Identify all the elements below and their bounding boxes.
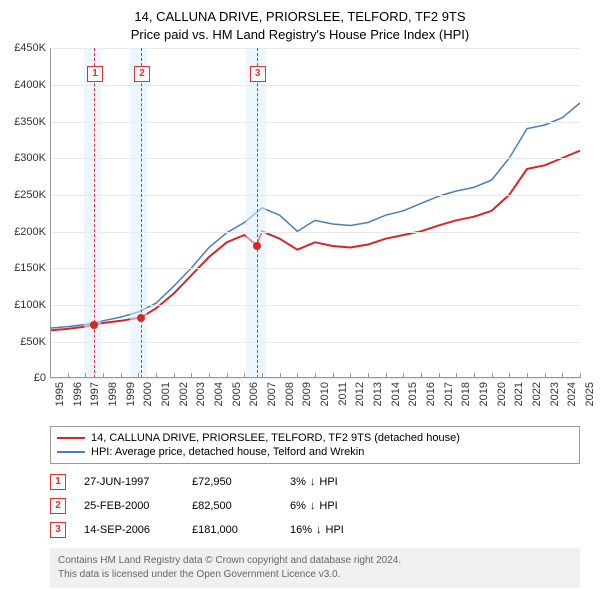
title-block: 14, CALLUNA DRIVE, PRIORSLEE, TELFORD, T…	[0, 0, 600, 48]
x-tick-label: 2011	[337, 382, 349, 406]
sale-dot	[253, 242, 261, 250]
legend-swatch	[57, 451, 85, 453]
page: 14, CALLUNA DRIVE, PRIORSLEE, TELFORD, T…	[0, 0, 600, 590]
highlight-band	[130, 48, 148, 378]
legend-item: HPI: Average price, detached house, Telf…	[57, 445, 573, 459]
x-tick-label: 1999	[125, 382, 137, 406]
event-hpi: 6% ↓ HPI	[290, 500, 338, 512]
y-tick-label: £300K	[14, 152, 50, 164]
y-tick-label: £350K	[14, 116, 50, 128]
event-marker-badge: 2	[134, 66, 150, 82]
sale-dot	[90, 321, 98, 329]
x-tick-label: 2009	[301, 382, 313, 406]
x-tick-label: 1995	[54, 382, 66, 406]
x-tick-label: 2010	[319, 382, 331, 406]
x-tick-label: 2024	[566, 382, 578, 406]
x-tick-label: 2013	[372, 382, 384, 406]
event-row: 3 14-SEP-2006 £181,000 16% ↓ HPI	[50, 518, 580, 542]
title-address: 14, CALLUNA DRIVE, PRIORSLEE, TELFORD, T…	[0, 8, 600, 26]
y-tick-label: £50K	[20, 336, 50, 348]
sale-dot	[137, 314, 145, 322]
event-price: £82,500	[192, 500, 272, 512]
event-hpi-label: HPI	[319, 476, 337, 488]
x-tick-label: 2017	[443, 382, 455, 406]
x-tick-label: 1998	[107, 382, 119, 406]
x-tick-label: 2020	[496, 382, 508, 406]
event-hpi: 16% ↓ HPI	[290, 524, 344, 536]
event-row: 1 27-JUN-1997 £72,950 3% ↓ HPI	[50, 470, 580, 494]
x-axis-labels: 1995 1996 1997 1998 1999 2000 2001 2002 2003 2004…	[50, 378, 580, 420]
x-tick-label: 2015	[407, 382, 419, 406]
event-badge: 3	[50, 522, 66, 538]
event-hpi-label: HPI	[319, 500, 337, 512]
x-tick-label: 2021	[513, 382, 525, 406]
event-price: £181,000	[192, 524, 272, 536]
x-tick-label: 2004	[213, 382, 225, 406]
legend-label: 14, CALLUNA DRIVE, PRIORSLEE, TELFORD, T…	[91, 432, 460, 444]
x-tick-label: 2006	[248, 382, 260, 406]
title-subtitle: Price paid vs. HM Land Registry's House …	[0, 26, 600, 44]
x-tick-label: 2008	[284, 382, 296, 406]
event-marker-badge: 3	[250, 66, 266, 82]
event-marker-badge: 1	[87, 66, 103, 82]
event-badge: 1	[50, 474, 66, 490]
legend: 14, CALLUNA DRIVE, PRIORSLEE, TELFORD, T…	[50, 426, 580, 464]
y-tick-label: £200K	[14, 226, 50, 238]
x-tick-label: 2025	[584, 382, 596, 406]
x-tick-label: 2001	[160, 382, 172, 406]
x-tick	[580, 373, 581, 378]
chart: £0£50K£100K£150K£200K£250K£300K£350K£400…	[50, 48, 580, 378]
y-tick-label: £250K	[14, 189, 50, 201]
event-badge: 2	[50, 498, 66, 514]
x-tick-label: 1997	[89, 382, 101, 406]
x-tick-label: 2018	[460, 382, 472, 406]
legend-label: HPI: Average price, detached house, Telf…	[91, 446, 364, 458]
footer-line: Contains HM Land Registry data © Crown c…	[58, 554, 572, 568]
y-tick-label: £450K	[14, 42, 50, 54]
event-marker-line	[94, 48, 95, 378]
footer: Contains HM Land Registry data © Crown c…	[50, 548, 580, 588]
event-marker-line	[141, 48, 142, 378]
arrow-down-icon: ↓	[310, 476, 316, 488]
x-tick-label: 2016	[425, 382, 437, 406]
x-tick-label: 2014	[390, 382, 402, 406]
arrow-down-icon: ↓	[316, 524, 322, 536]
x-tick-label: 2022	[531, 382, 543, 406]
x-tick-label: 2012	[354, 382, 366, 406]
event-date: 14-SEP-2006	[84, 524, 174, 536]
events-table: 1 27-JUN-1997 £72,950 3% ↓ HPI 2 25-FEB-…	[50, 470, 580, 542]
y-tick-label: £400K	[14, 79, 50, 91]
x-tick-label: 2005	[231, 382, 243, 406]
legend-swatch	[57, 437, 85, 439]
x-tick-label: 2023	[549, 382, 561, 406]
event-hpi-label: HPI	[326, 524, 344, 536]
footer-line: This data is licensed under the Open Gov…	[58, 568, 572, 582]
event-hpi-pct: 16%	[290, 524, 312, 536]
event-date: 25-FEB-2000	[84, 500, 174, 512]
x-tick-label: 2003	[195, 382, 207, 406]
x-tick-label: 1996	[72, 382, 84, 406]
event-hpi-pct: 3%	[290, 476, 306, 488]
event-row: 2 25-FEB-2000 £82,500 6% ↓ HPI	[50, 494, 580, 518]
x-tick-label: 2019	[478, 382, 490, 406]
x-tick-label: 2007	[266, 382, 278, 406]
event-hpi: 3% ↓ HPI	[290, 476, 338, 488]
event-price: £72,950	[192, 476, 272, 488]
arrow-down-icon: ↓	[310, 500, 316, 512]
y-tick-label: £150K	[14, 262, 50, 274]
event-hpi-pct: 6%	[290, 500, 306, 512]
x-tick-label: 2000	[142, 382, 154, 406]
y-tick-label: £100K	[14, 299, 50, 311]
y-tick-label: £0	[34, 372, 50, 384]
event-marker-line	[257, 48, 258, 378]
highlight-band	[84, 48, 102, 378]
event-date: 27-JUN-1997	[84, 476, 174, 488]
legend-item: 14, CALLUNA DRIVE, PRIORSLEE, TELFORD, T…	[57, 431, 573, 445]
x-tick-label: 2002	[178, 382, 190, 406]
